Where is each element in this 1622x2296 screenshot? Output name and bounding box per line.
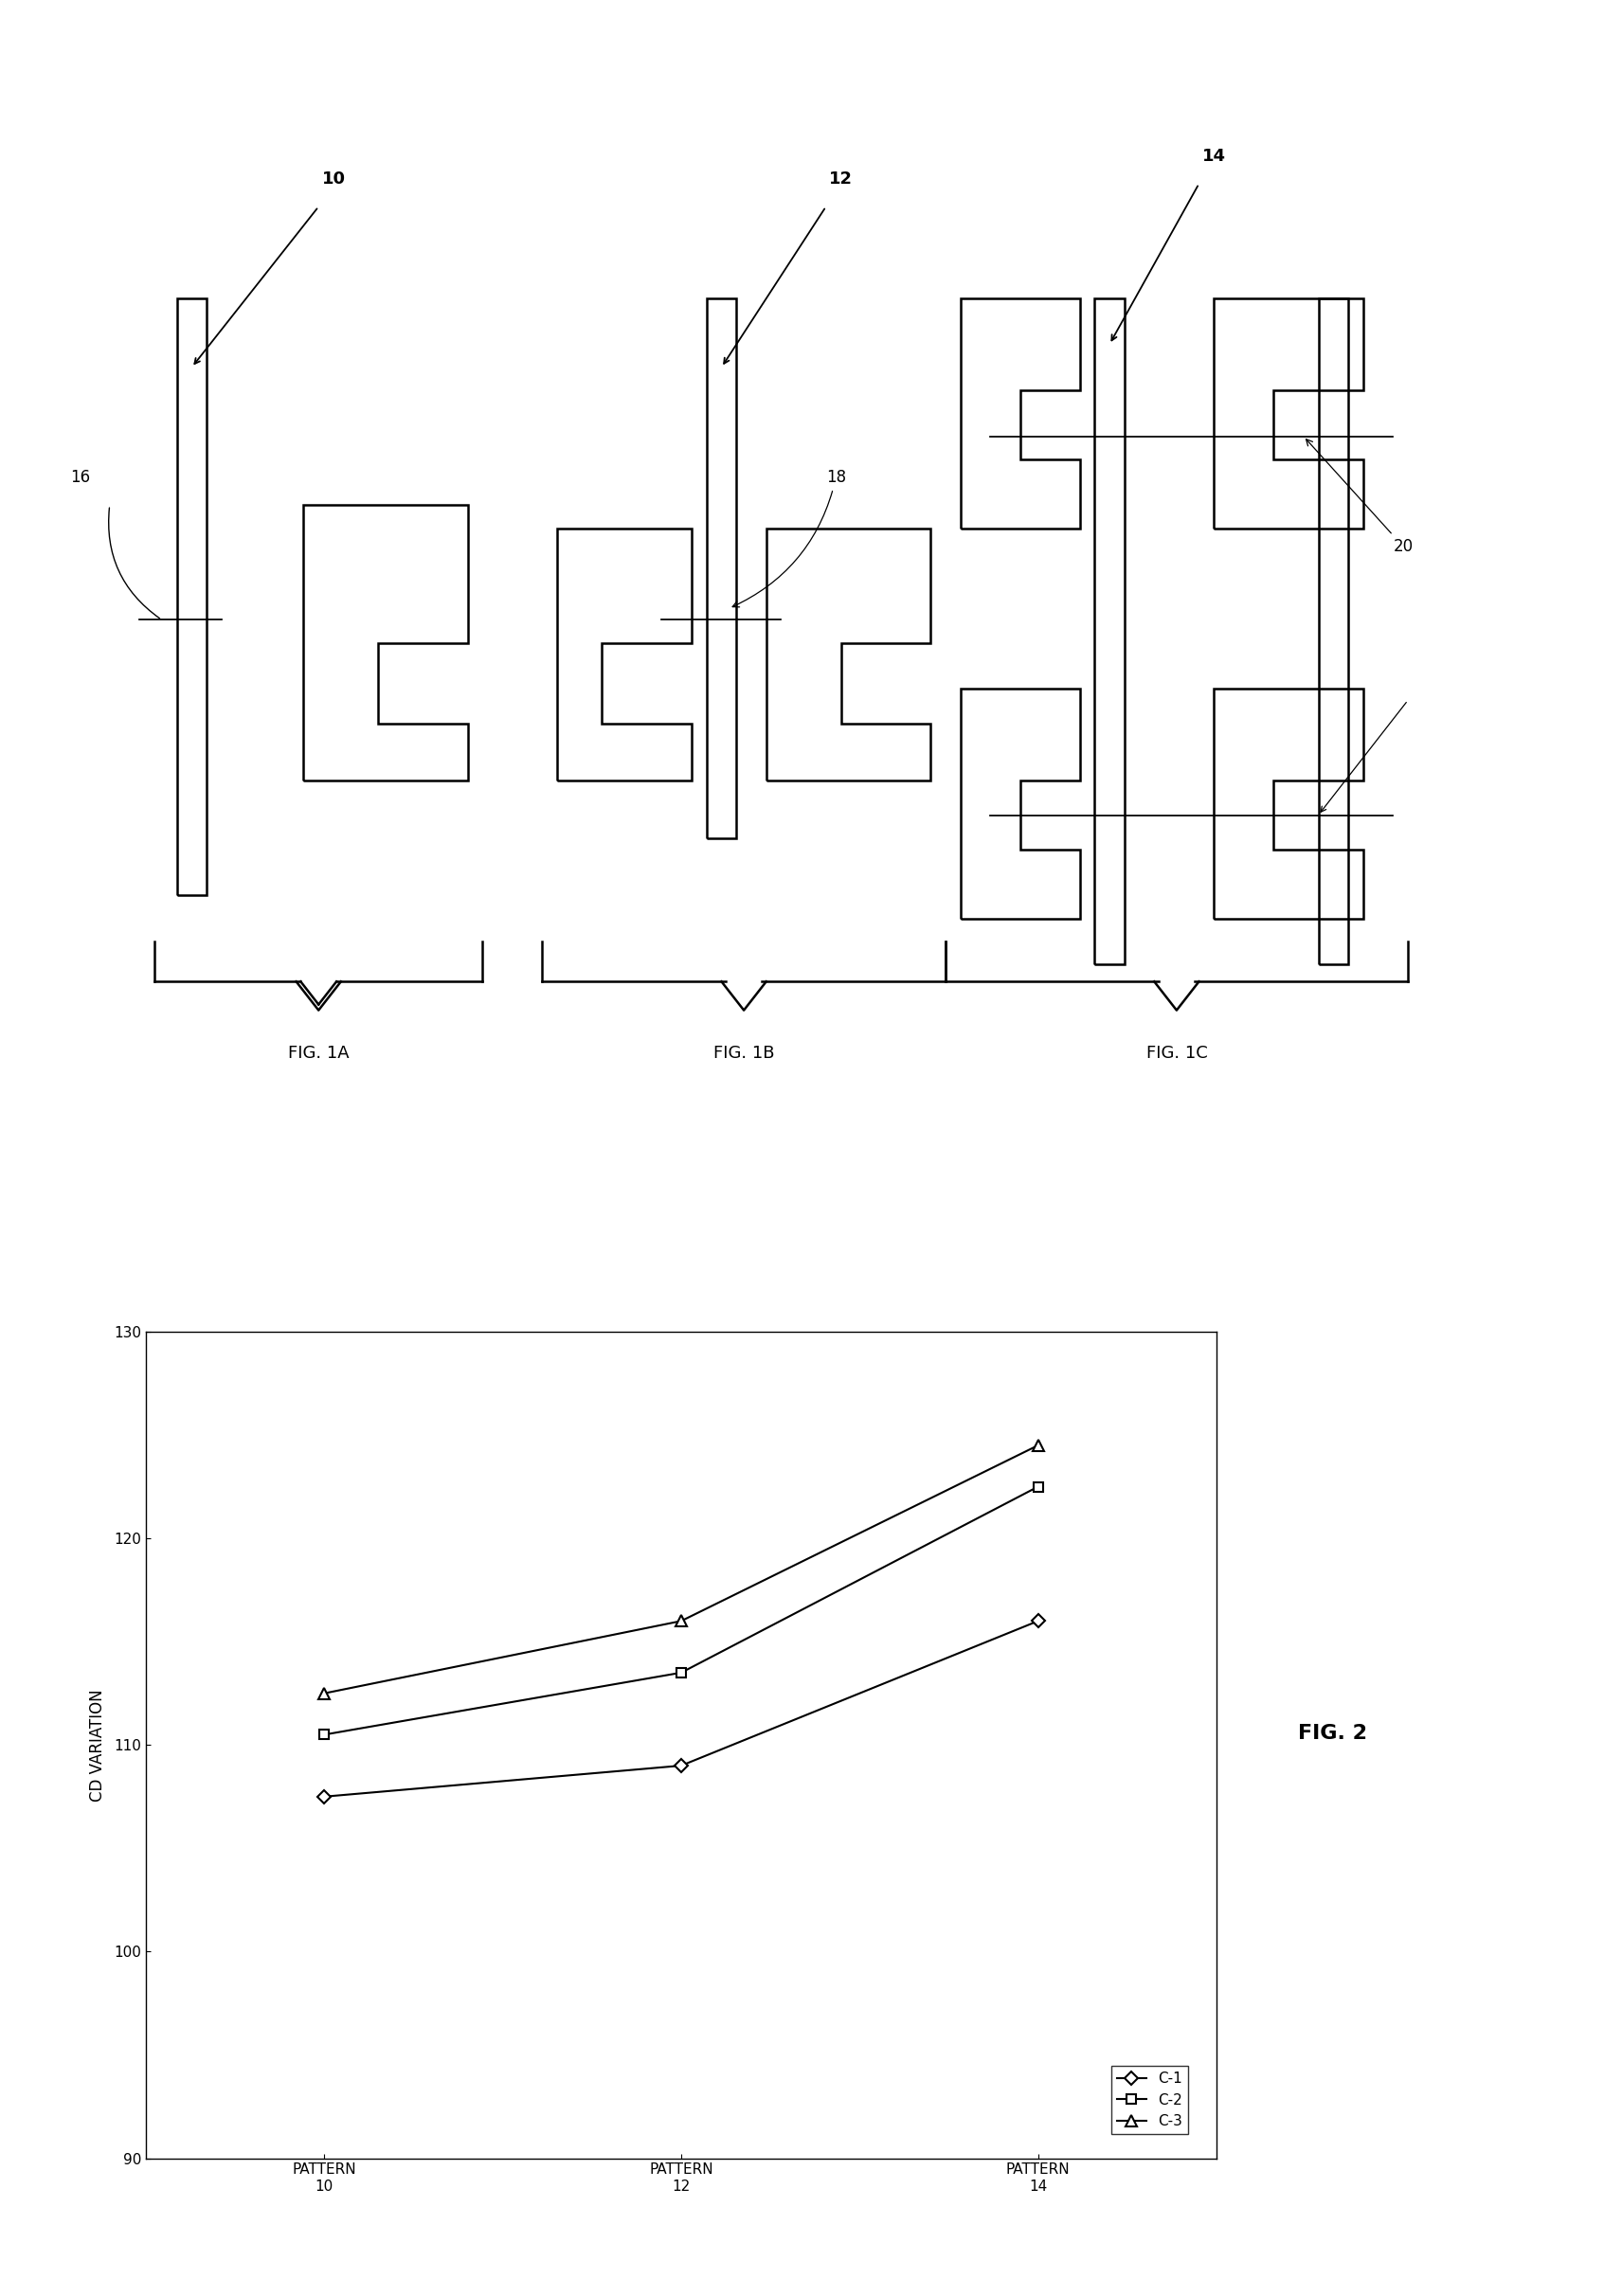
C-1 — [672, 1752, 691, 1779]
Text: FIG. 1C: FIG. 1C — [1145, 1045, 1207, 1061]
Text: 18: 18 — [733, 468, 847, 606]
Y-axis label: CD VARIATION: CD VARIATION — [89, 1690, 105, 1800]
Text: 12: 12 — [829, 170, 853, 188]
C-2 — [1028, 1472, 1048, 1499]
Text: 16: 16 — [70, 468, 89, 487]
Text: FIG. 1B: FIG. 1B — [714, 1045, 774, 1061]
C-2 — [672, 1658, 691, 1685]
C-2 — [315, 1722, 334, 1750]
C-1 — [1028, 1607, 1048, 1635]
C-3 — [315, 1678, 334, 1706]
Line: C-3: C-3 — [320, 1440, 1043, 1699]
Text: 20: 20 — [1306, 439, 1413, 556]
Legend: C-1, C-2, C-3: C-1, C-2, C-3 — [1111, 2066, 1187, 2135]
Text: 14: 14 — [1202, 147, 1226, 165]
Text: FIG. 1A: FIG. 1A — [289, 1045, 349, 1061]
Line: C-2: C-2 — [320, 1481, 1043, 1740]
Line: C-1: C-1 — [320, 1616, 1043, 1802]
C-3 — [1028, 1433, 1048, 1460]
C-1 — [315, 1782, 334, 1809]
Text: 10: 10 — [321, 170, 345, 188]
C-3 — [672, 1607, 691, 1635]
Text: FIG. 2: FIG. 2 — [1298, 1724, 1367, 1743]
